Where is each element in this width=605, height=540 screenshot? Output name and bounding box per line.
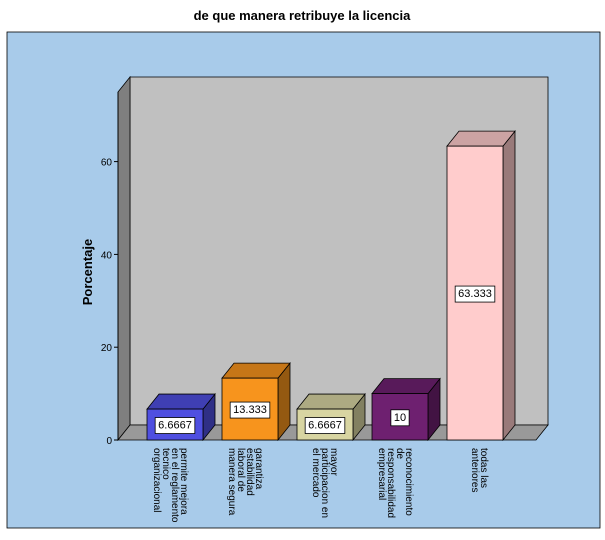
y-axis-label: Porcentaje xyxy=(80,239,95,305)
x-tick-label: garantizaestabilidadlaboral demanera seg… xyxy=(226,448,264,516)
data-label-box xyxy=(229,401,271,419)
data-label-box xyxy=(154,417,196,434)
y-tick-label: 60 xyxy=(101,158,113,169)
data-label: 6.6667 xyxy=(158,420,192,432)
data-label: 63.333 xyxy=(458,288,492,300)
data-label-box xyxy=(390,409,410,427)
bar-top xyxy=(146,393,216,410)
data-label-box xyxy=(454,285,496,303)
bar-top xyxy=(296,393,366,410)
data-label-box xyxy=(304,417,346,434)
side-wall xyxy=(117,75,131,442)
y-tick-label: 0 xyxy=(106,436,112,447)
y-tick-label: 40 xyxy=(101,250,113,261)
bar-top xyxy=(371,378,441,395)
x-tick-label: mayorparticipacion enel mercado xyxy=(310,448,339,518)
bar-side xyxy=(502,129,516,442)
data-label: 10 xyxy=(394,412,406,424)
chart-title: de que manera retribuye la licencia xyxy=(194,8,412,23)
bar-top xyxy=(221,362,291,379)
x-tick-label: reconocimientoderesponsabilidadempresari… xyxy=(376,448,414,518)
x-tick-label: todas lasanteriores xyxy=(469,448,489,492)
data-label: 13.333 xyxy=(233,404,267,416)
y-tick-label: 20 xyxy=(101,343,113,354)
data-label: 6.6667 xyxy=(308,420,342,432)
x-tick-label: permite mejoraen el reglamentotecnicoorg… xyxy=(151,448,189,523)
bar-top xyxy=(446,130,516,147)
